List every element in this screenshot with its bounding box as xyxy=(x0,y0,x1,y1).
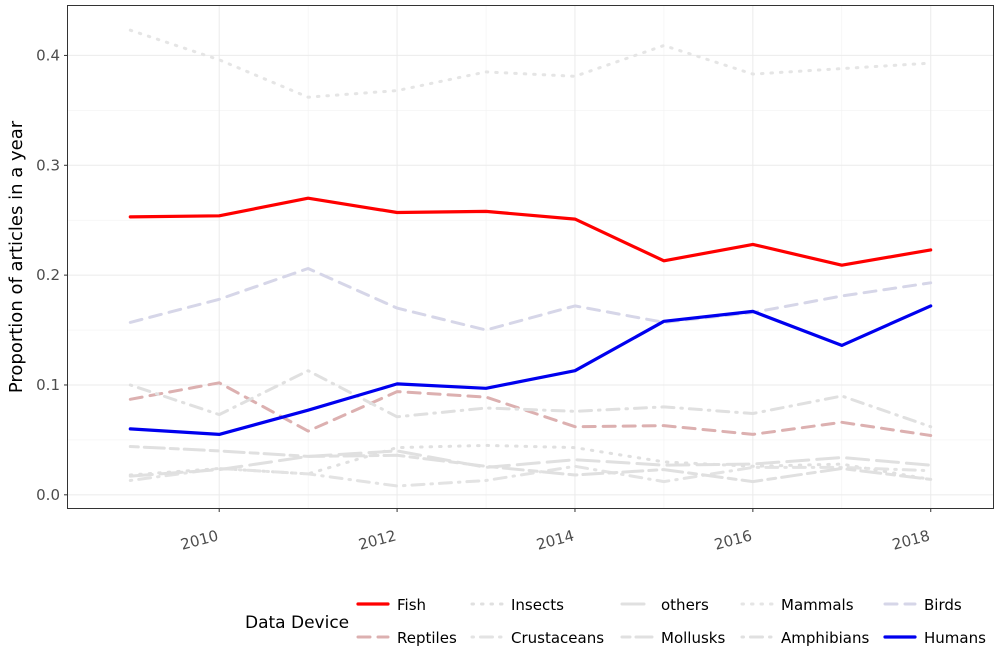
legend-title: Data Device xyxy=(245,613,349,633)
series-line-fish xyxy=(128,196,933,267)
y-tick-label: 0.0 xyxy=(36,486,60,504)
legend-label-humans: Humans xyxy=(924,629,986,647)
x-tick-label: 2016 xyxy=(712,526,754,553)
series-line-amphibians xyxy=(128,369,933,429)
y-tick-label: 0.4 xyxy=(36,46,60,64)
series-line-birds xyxy=(128,267,933,332)
y-tick-label: 0.1 xyxy=(36,376,60,394)
y-tick-label: 0.2 xyxy=(36,266,60,284)
series-line-mollusks xyxy=(128,445,933,484)
legend-label-mollusks: Mollusks xyxy=(661,629,725,647)
series-line-humans xyxy=(128,304,933,436)
legend-label-birds: Birds xyxy=(924,596,962,614)
series-line-insects xyxy=(128,443,933,481)
legend-label-crustaceans: Crustaceans xyxy=(511,629,604,647)
legend-label-amphibians: Amphibians xyxy=(781,629,869,647)
x-tick-label: 2014 xyxy=(534,526,576,553)
y-tick-label: 0.3 xyxy=(36,156,60,174)
x-tick-label: 2010 xyxy=(179,526,221,553)
legend-label-fish: Fish xyxy=(397,596,426,614)
series-line-mammals xyxy=(128,28,933,99)
legend-label-reptiles: Reptiles xyxy=(397,629,457,647)
series-line-crustaceans xyxy=(128,464,933,488)
series-line-others xyxy=(128,449,933,478)
x-tick-label: 2012 xyxy=(357,526,399,553)
legend-label-mammals: Mammals xyxy=(781,596,854,614)
y-axis-title: Proportion of articles in a year xyxy=(6,120,27,393)
legend-label-others: others xyxy=(661,596,709,614)
x-tick-label: 2018 xyxy=(890,526,932,553)
legend-label-insects: Insects xyxy=(511,596,564,614)
plot-panel xyxy=(67,5,994,509)
series-lines xyxy=(128,28,933,488)
legend: Data Device Fish Reptiles Insects Crustacea… xyxy=(245,596,986,647)
series-line-reptiles xyxy=(128,381,933,437)
